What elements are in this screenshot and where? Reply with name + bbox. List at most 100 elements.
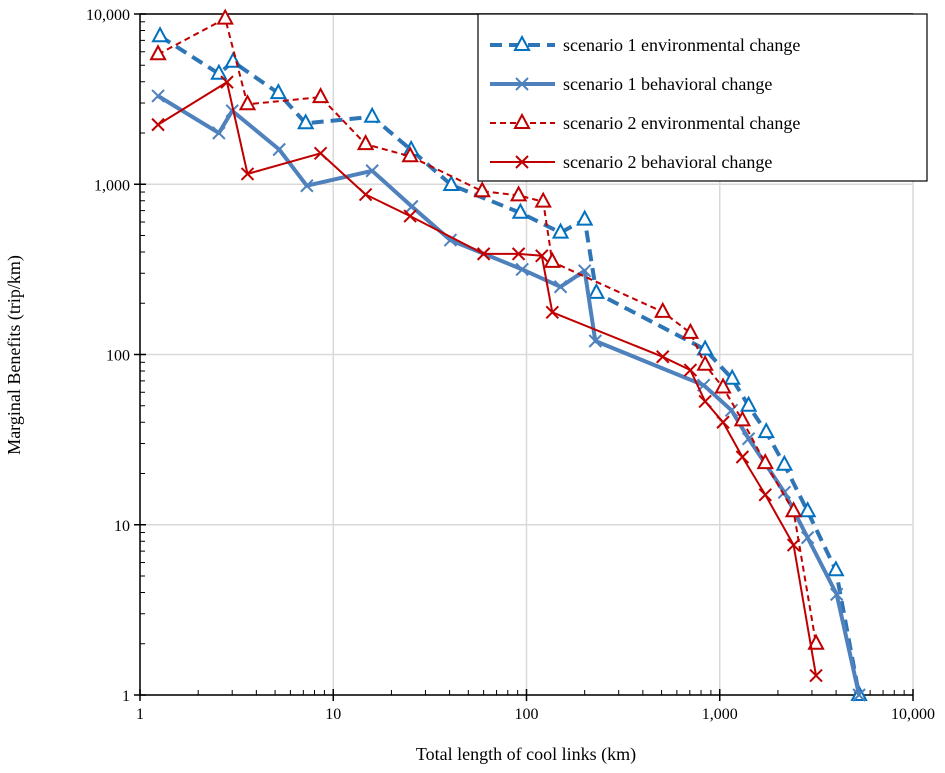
series-line: [157, 94, 862, 696]
triangle-marker: [269, 83, 288, 100]
y-tick-label: 100: [106, 348, 130, 365]
x-marker: [786, 538, 801, 552]
triangle-marker: [784, 501, 803, 518]
triangle-marker: [733, 410, 752, 427]
x-tick-label: 10,000: [891, 706, 935, 723]
legend-entry: scenario 1 behavioral change: [490, 74, 772, 94]
x-marker: [220, 75, 234, 89]
x-marker: [735, 450, 750, 464]
triangle-marker: [723, 368, 741, 385]
x-marker: [300, 179, 314, 193]
y-tick-label: 1: [122, 688, 130, 705]
triangle-marker: [297, 113, 315, 130]
x-marker: [758, 488, 772, 502]
x-marker: [151, 89, 165, 103]
series-line: [157, 17, 817, 644]
legend-label: scenario 1 environmental change: [563, 35, 800, 55]
triangle-marker: [807, 633, 825, 650]
triangle-marker: [210, 63, 228, 80]
triangle-marker: [714, 377, 732, 394]
x-marker: [151, 117, 165, 132]
triangle-marker: [238, 94, 257, 111]
triangle-marker: [757, 422, 775, 439]
legend-box: [477, 13, 928, 182]
x-marker: [588, 334, 603, 348]
x-marker: [830, 587, 844, 602]
legend-entry: scenario 2 behavioral change: [490, 152, 772, 172]
series-4: [151, 75, 823, 683]
triangle-marker: [311, 86, 330, 104]
triangle-marker: [473, 181, 491, 198]
x-marker: [365, 164, 379, 178]
x-marker: [476, 247, 491, 261]
triangle-marker: [681, 322, 700, 339]
x-marker: [545, 305, 560, 319]
x-axis-label: Total length of cool links (km): [416, 744, 636, 765]
series-2: [151, 89, 866, 702]
triangle-marker: [654, 301, 672, 318]
x-tick-label: 1: [136, 706, 144, 723]
triangle-marker: [149, 44, 167, 61]
x-marker: [515, 262, 529, 277]
y-axis-label: Marginal Benefits (trip/km): [4, 255, 25, 455]
triangle-marker: [551, 222, 570, 239]
x-marker: [535, 249, 549, 263]
triangle-marker: [775, 454, 794, 471]
x-marker: [313, 146, 328, 160]
x-marker: [515, 155, 529, 169]
triangle-marker: [756, 453, 774, 470]
x-tick-label: 10: [325, 706, 341, 723]
x-marker: [511, 247, 526, 261]
triangle-marker: [696, 354, 714, 371]
x-marker: [212, 126, 226, 140]
x-marker: [716, 415, 730, 429]
x-marker: [698, 394, 712, 409]
legend-label: scenario 1 behavioral change: [563, 74, 772, 94]
legend: scenario 1 environmental change scenario …: [477, 13, 928, 182]
x-tick-label: 1,000: [702, 706, 738, 723]
series-group: [149, 8, 868, 702]
x-marker: [683, 363, 698, 377]
x-marker: [403, 209, 417, 223]
triangle-marker: [509, 185, 528, 202]
x-marker: [443, 233, 458, 247]
legend-entry: scenario 1 environmental change: [490, 34, 800, 55]
x-marker: [225, 104, 239, 118]
triangle-marker: [442, 174, 460, 191]
triangle-marker: [696, 339, 714, 356]
x-marker: [240, 167, 255, 181]
triangle-marker: [356, 134, 375, 151]
triangle-marker: [216, 8, 234, 25]
triangle-marker: [534, 191, 552, 208]
triangle-marker: [739, 395, 758, 412]
x-marker: [800, 530, 815, 545]
y-tick-label: 1,000: [94, 177, 130, 194]
triangle-marker: [151, 26, 169, 43]
triangle-marker: [587, 282, 606, 299]
x-marker: [852, 688, 866, 702]
x-marker: [515, 77, 529, 91]
triangle-marker: [401, 146, 419, 163]
x-marker: [358, 187, 373, 202]
series-line: [157, 81, 817, 676]
triangle-marker: [827, 560, 845, 577]
x-marker: [553, 280, 568, 294]
triangle-marker: [513, 112, 531, 129]
triangle-marker: [798, 501, 817, 518]
x-tick-label: 100: [515, 706, 539, 723]
y-tick-label: 10,000: [86, 7, 130, 24]
y-tick-label: 10: [114, 518, 130, 535]
x-marker: [741, 432, 756, 446]
triangle-marker: [363, 106, 381, 123]
x-marker: [724, 403, 739, 418]
triangle-marker: [575, 209, 594, 226]
x-marker: [809, 668, 823, 683]
legend-label: scenario 2 environmental change: [563, 113, 800, 133]
triangle-marker: [511, 202, 530, 219]
triangle-marker: [543, 251, 561, 268]
x-marker: [272, 142, 286, 157]
x-marker: [777, 485, 792, 500]
legend-entry: scenario 2 environmental change: [490, 112, 800, 133]
series-3: [149, 8, 825, 650]
x-marker: [656, 350, 670, 364]
